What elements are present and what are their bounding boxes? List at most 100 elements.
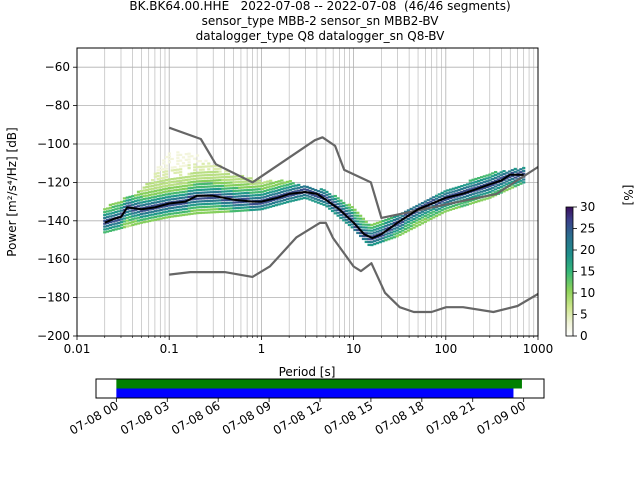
density-cell: [142, 215, 146, 218]
density-cell: [468, 182, 472, 185]
density-cell: [190, 178, 194, 181]
density-cell: [288, 194, 292, 197]
density-cell: [153, 187, 157, 190]
density-cell: [457, 197, 461, 200]
availability-bars: [116, 379, 522, 398]
density-cell: [283, 198, 287, 202]
density-cell: [224, 210, 228, 213]
density-cell: [274, 195, 278, 198]
density-cell: [150, 187, 155, 190]
density-cell: [502, 190, 506, 193]
density-cell: [103, 208, 107, 211]
density-cell: [246, 191, 250, 195]
mode-curve-line: [104, 173, 524, 240]
density-cell: [446, 195, 450, 198]
density-cell: [465, 189, 470, 192]
density-cell: [392, 233, 396, 236]
density-cell: [201, 197, 205, 200]
density-cell: [305, 197, 309, 200]
density-cell: [350, 211, 354, 215]
density-cell: [260, 202, 264, 205]
density-cell: [111, 203, 115, 206]
density-cell: [311, 196, 315, 199]
density-cell: [266, 191, 270, 195]
density-cell: [176, 214, 180, 217]
density-cell: [148, 205, 152, 208]
density-cell: [384, 218, 388, 222]
density-cell: [449, 205, 453, 208]
density-cell: [347, 221, 351, 224]
density-cell: [505, 188, 509, 192]
density-cell: [162, 173, 166, 176]
density-cell: [291, 185, 295, 188]
density-cell: [479, 199, 484, 202]
density-cell: [443, 207, 447, 210]
density-cell: [434, 203, 439, 206]
density-cell: [328, 193, 332, 196]
density-cell: [260, 184, 264, 188]
density-cell: [454, 186, 458, 189]
density-cell: [195, 206, 200, 209]
density-cell: [139, 221, 143, 224]
density-cell: [224, 204, 228, 207]
density-cell: [381, 240, 385, 243]
density-cell: [415, 204, 419, 208]
density-cell: [187, 152, 191, 155]
density-cell: [257, 196, 262, 199]
density-cell: [218, 167, 222, 170]
density-cell: [221, 181, 225, 185]
density-cell: [463, 189, 467, 193]
density-cell: [187, 195, 191, 199]
density-cell: [114, 219, 118, 222]
x-tick-label: 1000: [523, 342, 554, 356]
density-cell: [235, 186, 239, 190]
density-cell: [316, 195, 321, 199]
density-cell: [392, 216, 396, 219]
density-cell: [412, 215, 416, 218]
density-cell: [465, 186, 470, 189]
density-cell: [165, 155, 169, 159]
density-cell: [285, 198, 290, 201]
density-cell: [201, 200, 205, 203]
density-cell: [491, 192, 495, 195]
colorbar-tick-label: 15: [580, 265, 595, 279]
density-cell: [105, 216, 110, 219]
density-cell: [446, 209, 450, 212]
density-cell: [218, 207, 222, 211]
density-cell: [333, 200, 337, 203]
density-cell: [398, 230, 402, 234]
density-cell: [232, 201, 236, 204]
density-cell: [257, 191, 262, 194]
density-cell: [367, 240, 371, 244]
density-cell: [263, 198, 267, 201]
density-cell: [493, 188, 498, 191]
density-cell: [193, 212, 197, 215]
density-cell: [499, 171, 503, 174]
density-cell: [184, 213, 188, 216]
density-cell: [207, 179, 211, 182]
density-cell: [184, 153, 188, 156]
density-cell: [159, 203, 163, 206]
density-cell: [269, 191, 273, 194]
density-cell: [378, 238, 382, 241]
density-cell: [207, 208, 211, 211]
density-cell: [508, 179, 512, 182]
density-cell: [103, 219, 107, 222]
density-cell: [136, 193, 141, 196]
density-cell: [336, 208, 340, 211]
density-cell: [395, 223, 399, 226]
availability-tick-label: 07-08 09: [220, 398, 274, 437]
density-cell: [204, 174, 208, 177]
density-cell: [395, 232, 399, 235]
density-cell: [229, 210, 233, 213]
density-cell: [232, 210, 236, 213]
density-cell: [440, 209, 444, 212]
density-cell: [477, 185, 481, 188]
density-cell: [201, 180, 205, 183]
density-cell: [153, 184, 157, 187]
density-cell: [187, 181, 191, 184]
density-cell: [156, 166, 160, 169]
density-cell: [179, 214, 183, 217]
density-cell: [173, 194, 177, 198]
density-cell: [370, 223, 374, 226]
